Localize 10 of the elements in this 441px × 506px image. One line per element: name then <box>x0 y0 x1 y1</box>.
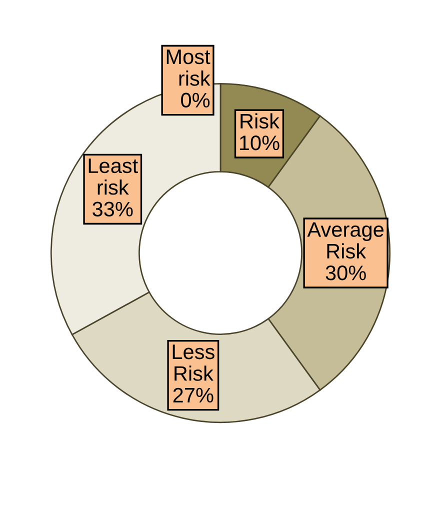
category-label: Most risk <box>166 50 210 86</box>
slice-label: Less Risk <box>172 344 214 381</box>
slice-label: Risk <box>240 113 280 129</box>
data-label: 10% <box>240 136 280 150</box>
slice-label: Least risk <box>88 158 138 195</box>
text: 0% <box>181 92 210 108</box>
data-label: 30% <box>326 266 366 280</box>
data-label: 27% <box>173 388 214 402</box>
slice-label: Average Risk <box>307 222 384 259</box>
data-label: 33% <box>92 202 133 216</box>
